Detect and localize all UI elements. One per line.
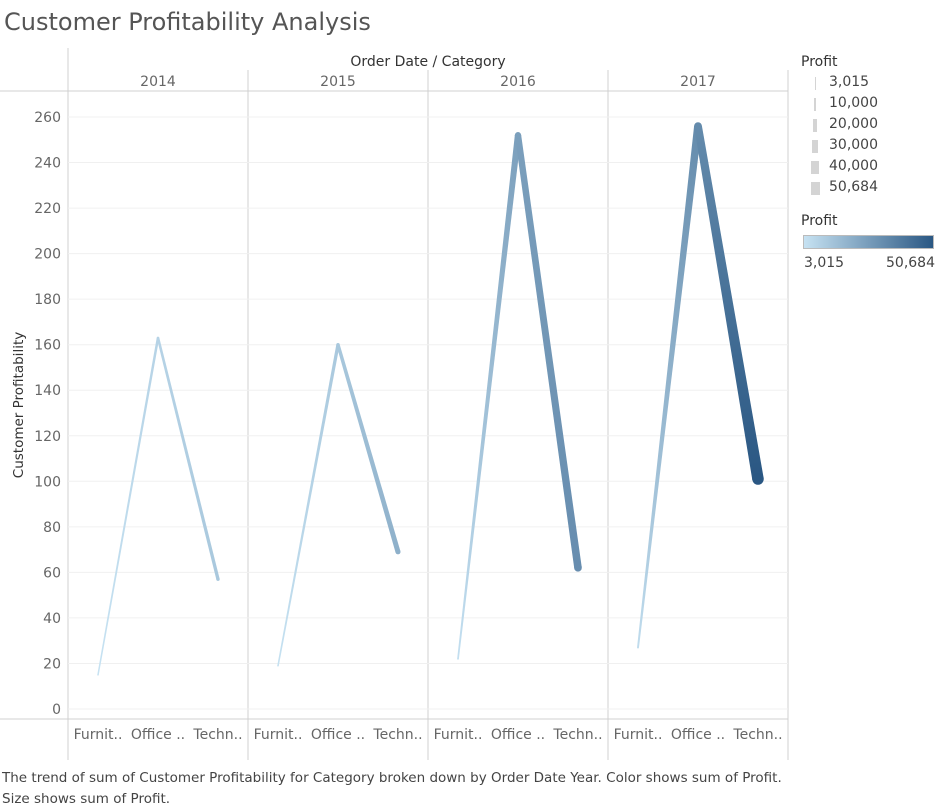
y-tick-label: 260 (34, 110, 61, 126)
y-tick-label: 80 (43, 520, 61, 536)
line-segment (97, 337, 160, 675)
color-legend-max: 50,684 (886, 255, 935, 271)
y-tick-label: 220 (34, 201, 61, 217)
size-legend-label: 40,000 (829, 158, 878, 174)
y-tick-label: 200 (34, 247, 61, 263)
line-segment (336, 344, 401, 553)
x-category-label: Furnit.. (614, 727, 663, 743)
size-legend-swatch (814, 77, 816, 90)
x-category-label: Office .. (131, 727, 185, 743)
year-header: 2014 (140, 74, 176, 90)
year-header: 2015 (320, 74, 356, 90)
x-category-label: Office .. (311, 727, 365, 743)
line-segment (277, 344, 340, 666)
year-header: 2016 (500, 74, 536, 90)
y-tick-label: 120 (34, 429, 61, 445)
data-point (156, 336, 160, 340)
x-category-label: Furnit.. (434, 727, 483, 743)
y-tick-label: 40 (43, 611, 61, 627)
data-point (395, 549, 401, 555)
data-point (752, 473, 764, 485)
y-axis-title: Customer Profitability (11, 332, 27, 478)
line-chart: 0 20 40 60 80 100 120 140 160 180 200 220 240 260 Cust… (0, 48, 789, 760)
data-point (216, 577, 220, 581)
line-segment (514, 134, 582, 569)
y-tick-label: 0 (52, 702, 61, 718)
size-legend-item: 50,684 (801, 178, 931, 199)
series-2014 (97, 336, 220, 676)
size-legend-item: 40,000 (801, 157, 931, 178)
x-category-label: Furnit.. (254, 727, 303, 743)
size-legend-swatch (811, 161, 819, 174)
size-legend-title: Profit (801, 54, 838, 70)
y-tick-label: 60 (43, 565, 61, 581)
size-legend-item: 3,015 (801, 73, 931, 94)
x-category-label: Techn.. (732, 727, 782, 743)
size-legend-label: 3,015 (829, 74, 870, 90)
size-legend-item: 10,000 (801, 94, 931, 115)
size-legend-item: 30,000 (801, 136, 931, 157)
size-legend-swatch (810, 182, 820, 195)
size-legend-swatch (812, 140, 818, 153)
data-point (514, 132, 522, 139)
x-category-label: Techn.. (372, 727, 422, 743)
x-category-label: Office .. (671, 727, 725, 743)
page-title: Customer Profitability Analysis (4, 8, 371, 36)
size-legend-label: 30,000 (829, 137, 878, 153)
data-point (694, 122, 702, 131)
size-legend-item: 20,000 (801, 115, 931, 136)
line-segment (694, 125, 764, 480)
x-category-label: Techn.. (552, 727, 602, 743)
color-legend-title: Profit (801, 213, 838, 229)
data-point (637, 646, 639, 649)
series-2017 (637, 122, 764, 649)
x-category-label: Office .. (491, 727, 545, 743)
line-segment (156, 337, 220, 580)
line-segment (637, 125, 702, 648)
data-point (574, 564, 582, 572)
size-legend-label: 10,000 (829, 95, 878, 111)
size-legend-label: 20,000 (829, 116, 878, 132)
size-legend-swatch (813, 98, 817, 111)
chart-caption: The trend of sum of Customer Profitabili… (2, 770, 782, 807)
color-legend-gradient (803, 235, 934, 249)
y-tick-label: 100 (34, 474, 61, 490)
y-tick-label: 160 (34, 338, 61, 354)
data-point (457, 658, 459, 660)
x-category-label: Techn.. (192, 727, 242, 743)
y-tick-label: 180 (34, 292, 61, 308)
color-legend-min: 3,015 (804, 255, 845, 271)
x-category-label: Furnit.. (74, 727, 123, 743)
y-tick-label: 20 (43, 656, 61, 672)
size-legend-swatch (813, 119, 817, 132)
year-header: 2017 (680, 74, 716, 90)
series-2015 (277, 342, 401, 667)
data-point (277, 664, 279, 667)
size-legend-label: 50,684 (829, 179, 878, 195)
y-tick-label: 140 (34, 383, 61, 399)
y-tick-label: 240 (34, 156, 61, 172)
data-point (336, 342, 340, 347)
column-header-title: Order Date / Category (350, 54, 505, 70)
data-point (97, 674, 99, 676)
series-2016 (457, 132, 582, 660)
line-segment (457, 134, 522, 660)
